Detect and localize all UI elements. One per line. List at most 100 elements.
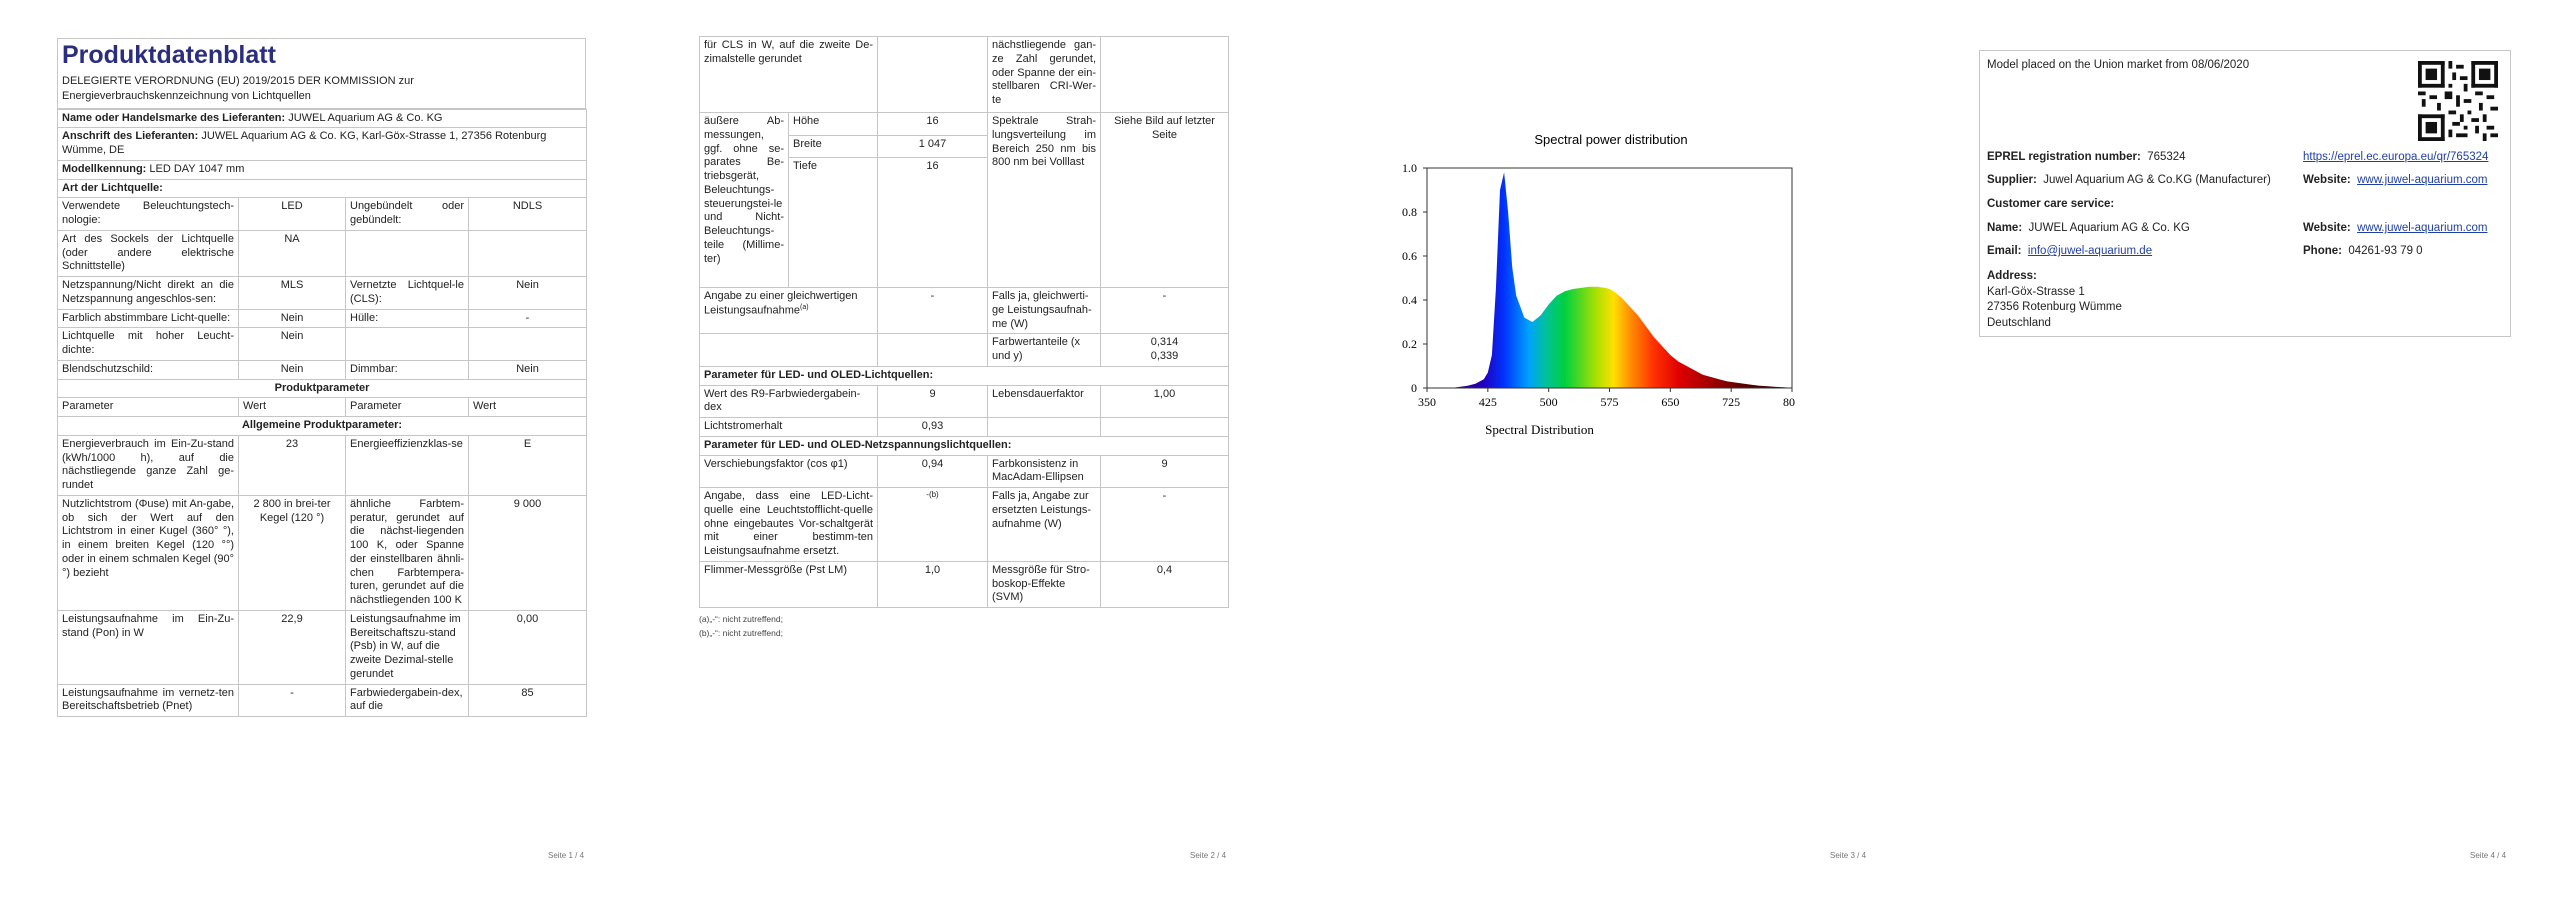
footnote-a: (a)„-“: nicht zutreffend; (699, 614, 783, 624)
spectral-label: Spektrale Strah-lungsverteilung im Berei… (987, 112, 1102, 288)
table-row: Verschiebungsfaktor (cos φ1) 0,94 Farbko… (698, 454, 1230, 488)
page-number: Seite 4 / 4 (2470, 851, 2507, 860)
table-row: Farblich abstimmbare Licht-quelle: Nein Hü… (57, 308, 588, 329)
email-link[interactable]: info@juwel-aquarium.de (2027, 245, 2153, 257)
table-row: Flimmer-Messgröße (Pst LM) 1,0 Messgröße… (698, 560, 1230, 609)
row-label: ähnliche Farbtem-peratur, gerundet auf d… (345, 494, 469, 611)
address-line-1: Karl-Göx-Strasse 1 (1987, 285, 2085, 298)
page-1: Produktdatenblatt DELEGIERTE VERORDNUNG … (0, 0, 640, 905)
row-label: Falls ja, gleichwerti-ge Leistungsaufnah… (987, 286, 1102, 335)
row-value: 0,93 (877, 417, 989, 437)
dimensions-row: äußere Ab-messungen, ggf. ohne se-parate… (699, 112, 1230, 288)
spectrum-area (1451, 172, 1792, 388)
dimension-value: 1 047 (877, 134, 989, 158)
table-row: Verwendete Beleuchtungstech-nologie: LED U… (57, 197, 588, 231)
x-axis-label: Spectral Distribution (1485, 422, 1594, 437)
row-value: 0,94 (877, 454, 989, 488)
table-row: Netzspannung/Nicht direkt an die Netzspa… (57, 276, 588, 310)
row-value: 0,00 (467, 609, 588, 685)
row-value: 9 000 (467, 494, 588, 611)
column-header: Parameter (57, 397, 239, 418)
eprel-label: EPREL registration number: (1987, 151, 2141, 163)
supplier-label: Name oder Handelsmarke des Lieferanten: (62, 111, 286, 124)
row-label: Lichtquelle mit hoher Leucht-dichte: (57, 327, 239, 361)
address-line-3: Deutschland (1987, 316, 2051, 329)
table-row: Lichtstromerhalt 0,93 (698, 417, 1230, 437)
table-row: Blendschutzschild: Nein Dimmbar: Nein (57, 359, 588, 380)
column-header-row: Parameter Wert Parameter Wert (57, 397, 588, 418)
website-label: Website: (2303, 174, 2351, 186)
row-label (345, 327, 469, 361)
table-row: Farbwertanteile (x und y) 0,314 0,339 (698, 333, 1230, 367)
supplier-value: JUWEL Aquarium AG & Co. KG (288, 111, 443, 124)
row-label: Farbwertanteile (x und y) (987, 333, 1102, 367)
row-value: 1,0 (877, 560, 989, 609)
model-label: Modellkennung: (62, 162, 147, 175)
row-label: Farblich abstimmbare Licht-quelle: (57, 308, 239, 329)
row-label: Verwendete Beleuchtungstech-nologie: (57, 197, 239, 231)
led-params-heading: Parameter für LED- und OLED-Lichtquellen… (698, 365, 1230, 386)
table-row: Angabe, dass eine LED-Licht-quelle eine … (698, 487, 1230, 562)
row-label: Ungebündelt oder gebündelt: (345, 197, 469, 231)
row-label: Leistungsaufnahme im Bereitschaftszu-sta… (345, 609, 469, 685)
x-tick-label: 725 (1722, 395, 1740, 409)
table-row: Leistungsaufnahme im vernetz-ten Bereits… (57, 683, 588, 718)
table-row: Angabe zu einer gleichwertigen Leistungs… (698, 286, 1230, 335)
phone-label: Phone: (2303, 245, 2342, 257)
product-params-heading: Produktparameter (56, 378, 588, 399)
footnote-b: (b)„-“: nicht zutreffend; (699, 628, 783, 638)
table-row: Nutzlichtstrom (Φuse) mit An-gabe, ob si… (57, 494, 588, 611)
x-tick-label: 425 (1479, 395, 1497, 409)
row-value: 23 (238, 434, 346, 496)
row-value: E (467, 434, 588, 496)
row-label: für CLS in W, auf die zweite De-zimalste… (698, 36, 879, 113)
address-value: JUWEL Aquarium AG & Co. KG, Karl-Göx-Str… (62, 130, 547, 157)
eprel-info-box: Model placed on the Union market from 08… (1979, 50, 2511, 337)
row-value: 22,9 (238, 609, 346, 685)
row-value: - (467, 308, 588, 329)
row-value: 85 (467, 683, 588, 718)
product-table-continued: für CLS in W, auf die zweite De-zimalste… (698, 36, 1230, 609)
row-value: 0,4 (1100, 560, 1230, 609)
row-label: Angabe zu einer gleichwertigen Leistungs… (704, 290, 858, 317)
row-value: Nein (467, 276, 588, 310)
x-tick-label: 800 (1783, 395, 1795, 409)
email-label: Email: (1987, 245, 2022, 257)
phone-value: 04261-93 79 0 (2348, 245, 2423, 257)
chroma-x: 0,314 (1150, 336, 1179, 349)
market-text: Model placed on the Union market from 08… (1987, 59, 2250, 71)
y-tick-label: 0.8 (1402, 205, 1417, 219)
row-label: Leistungsaufnahme im Ein-Zu-stand (Pon) … (57, 609, 239, 685)
website-label-2: Website: (2303, 222, 2351, 234)
y-tick-label: 0.4 (1402, 293, 1417, 307)
row-label: Hülle: (345, 308, 469, 329)
dimension-name: Höhe (787, 112, 879, 136)
column-header: Wert (238, 397, 346, 418)
row-value: 9 (877, 384, 989, 418)
table-row: Lichtquelle mit hoher Leucht-dichte: Nein (57, 327, 588, 361)
table-row: für CLS in W, auf die zweite De-zimalste… (698, 36, 1230, 113)
row-label: Leistungsaufnahme im vernetz-ten Bereits… (57, 683, 239, 718)
row-label: Farbwiedergabein-dex, auf die (345, 683, 469, 718)
eprel-link[interactable]: https://eprel.ec.europa.eu/qr/765324 (2303, 151, 2489, 163)
qr-code-icon (2418, 61, 2498, 141)
website-link-2[interactable]: www.juwel-aquarium.com (2357, 222, 2488, 234)
y-tick-label: 1.0 (1402, 161, 1417, 175)
row-value (877, 36, 989, 113)
row-value: - (1100, 286, 1230, 335)
customer-care-heading: Customer care service: (1987, 198, 2115, 210)
model-row: Modellkennung: LED DAY 1047 mm (56, 159, 588, 180)
row-label: Energieeffizienzklas-se (345, 434, 469, 496)
row-value: 9 (1100, 454, 1230, 488)
footnotes: (a)„-“: nicht zutreffend; (b)„-“: nicht … (699, 614, 1228, 638)
page-4: Model placed on the Union market from 08… (1920, 0, 2560, 905)
row-label: Lebensdauerfaktor (987, 384, 1102, 418)
y-tick-label: 0.6 (1402, 249, 1417, 263)
row-value (467, 229, 588, 278)
x-tick-label: 575 (1601, 395, 1619, 409)
website-link[interactable]: www.juwel-aquarium.com (2357, 174, 2488, 186)
row-label: Dimmbar: (345, 359, 469, 380)
table-row: Art des Sockels der Lichtquelle (oder an… (57, 229, 588, 278)
row-value (1100, 36, 1230, 113)
dimension-name: Tiefe (787, 157, 879, 288)
